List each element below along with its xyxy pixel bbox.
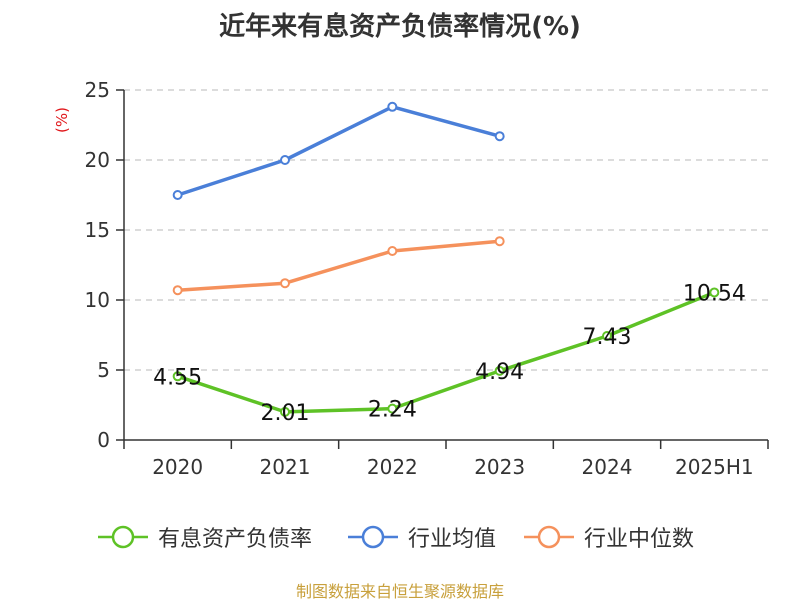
data-point-0 (494, 365, 505, 376)
series-line-2 (175, 239, 502, 292)
data-label: 2.01 (261, 401, 310, 426)
y-tick-label: 5 (97, 358, 110, 382)
data-source-note: 制图数据来自恒生聚源数据库 (295, 582, 504, 601)
legend-marker-orange (524, 525, 574, 549)
y-tick-label: 15 (85, 218, 110, 242)
y-tick-label: 10 (85, 288, 110, 312)
x-tick-label: 2022 (367, 455, 418, 479)
chart-title: 近年来有息资产负债率情况(%) (219, 12, 581, 42)
data-point-2 (172, 285, 183, 296)
y-tick-label: 25 (85, 78, 110, 102)
data-point-2 (387, 246, 398, 256)
data-point-0 (172, 371, 183, 382)
y-tick-label: 20 (85, 148, 110, 172)
data-point-1 (280, 155, 290, 165)
series-line-0 (175, 290, 717, 414)
legend: 有息资产负债率 行业均值 行业中位数 (0, 520, 800, 554)
data-point-0 (602, 330, 612, 341)
x-tick-label: 2021 (260, 455, 311, 479)
data-point-0 (709, 287, 720, 298)
y-tick-label: 0 (97, 428, 110, 452)
legend-marker-blue (348, 525, 398, 549)
data-label: 4.94 (475, 360, 524, 385)
data-label: 7.43 (583, 325, 632, 350)
data-point-1 (387, 101, 398, 112)
series-line-1 (175, 105, 502, 197)
x-tick-label: 2023 (474, 455, 525, 479)
legend-item-industry-median[interactable]: 行业中位数 (522, 520, 694, 554)
legend-label: 有息资产负债率 (158, 527, 313, 552)
data-label: 4.55 (153, 365, 202, 390)
data-label: 10.54 (683, 281, 746, 306)
data-point-2 (280, 278, 290, 289)
data-point-0 (387, 403, 398, 414)
legend-item-interest-debt-ratio[interactable]: 有息资产负债率 (96, 520, 312, 554)
data-point-2 (494, 236, 505, 247)
x-tick-label: 2024 (582, 455, 633, 479)
data-label: 2.24 (368, 398, 417, 423)
legend-label: 行业均值 (408, 527, 497, 552)
data-point-1 (172, 190, 183, 200)
x-tick-label: 2020 (152, 455, 203, 479)
legend-item-industry-mean[interactable]: 行业均值 (346, 520, 496, 554)
data-point-0 (280, 406, 290, 417)
x-tick-label: 2025H1 (675, 455, 754, 479)
data-point-1 (494, 131, 505, 142)
legend-label: 行业中位数 (584, 527, 695, 552)
legend-marker-green (98, 525, 148, 549)
